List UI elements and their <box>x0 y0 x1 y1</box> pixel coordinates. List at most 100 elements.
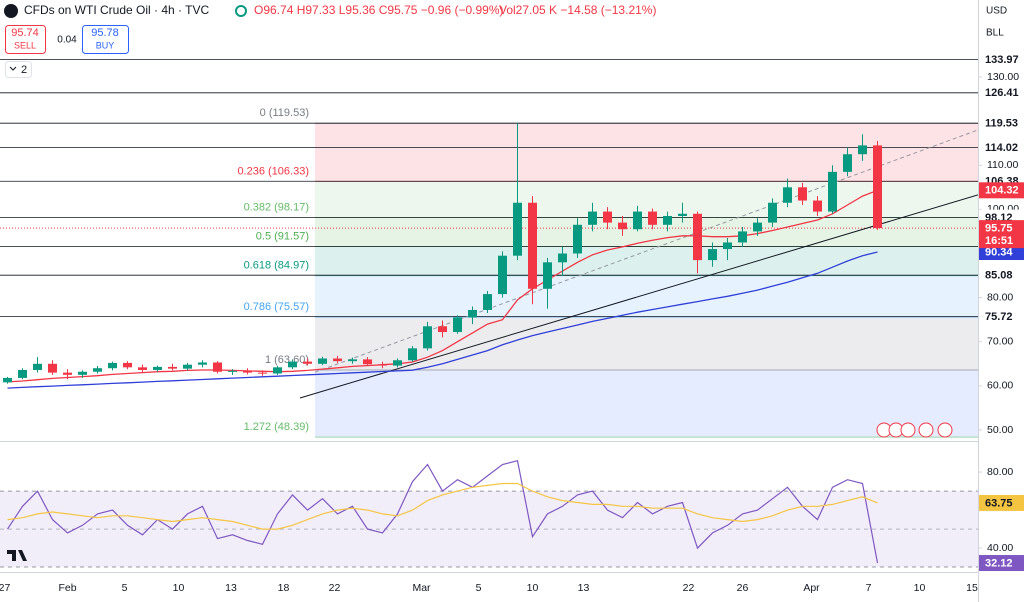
rsi-label: 32.12 <box>985 557 1013 569</box>
event-icon[interactable] <box>918 422 934 438</box>
rsi-label-box <box>979 494 1024 511</box>
candle-body <box>438 326 447 333</box>
price-pane: 0 (119.53) 0.236 (106.33) 0.382 (98.17) 0.5… <box>0 59 978 438</box>
candle-body <box>168 366 177 369</box>
price-label-box <box>979 84 1024 101</box>
x-tick-label: 5 <box>476 582 482 594</box>
buy-price: 95.78 <box>91 27 119 39</box>
moving-average <box>7 189 878 383</box>
candle-body <box>408 348 417 361</box>
x-tick-label: 10 <box>914 582 926 594</box>
price-label: 133.97 <box>985 54 1019 66</box>
price-label-box <box>979 51 1024 68</box>
candle-body <box>198 362 207 365</box>
candle-body <box>33 363 42 370</box>
event-icon[interactable] <box>900 422 916 438</box>
candle-body <box>348 359 357 362</box>
x-tick-label: 13 <box>225 582 237 594</box>
candle-body <box>273 367 282 374</box>
candle-body <box>123 362 132 368</box>
candle-body <box>783 187 792 203</box>
ohlc: O96.74 H97.33 L95.36 C95.75 −0.96 (−0.99… <box>254 3 504 17</box>
x-tick-label: 27 <box>0 582 10 594</box>
moving-average <box>7 251 878 389</box>
candle-body <box>258 372 267 374</box>
symbol-title: CFDs on WTI Crude Oil · 4h · TVC <box>24 3 209 17</box>
candle-body <box>393 360 402 366</box>
x-tick-label: Apr <box>803 582 820 594</box>
x-tick-label: 22 <box>683 582 695 594</box>
price-label-box <box>979 267 1024 284</box>
candle-body <box>18 369 27 378</box>
price-label-box <box>979 182 1024 199</box>
fib-zone <box>315 181 978 218</box>
candle-body <box>708 249 717 261</box>
spread: 0.04 <box>57 35 77 46</box>
price-label-box <box>979 308 1024 325</box>
candle-body <box>78 371 87 375</box>
rsi-label-box <box>979 555 1024 572</box>
indicators-count: 2 <box>21 64 27 76</box>
candle-body <box>558 253 567 263</box>
buy-label: BUY <box>96 40 115 50</box>
candle-body <box>543 262 552 289</box>
candle-body <box>423 326 432 349</box>
indicators-toggle[interactable] <box>5 61 32 78</box>
candle-body <box>48 363 57 373</box>
candle-body <box>3 377 12 383</box>
candle-body <box>228 370 237 372</box>
unit[interactable]: BLL <box>986 28 1004 39</box>
countdown: 16:51 <box>985 235 1013 247</box>
fib-label: 0.236 (106.33) <box>237 165 309 177</box>
candle-body <box>798 187 807 201</box>
candle-body <box>363 359 372 365</box>
sell-button[interactable] <box>5 25 46 54</box>
price-label: 104.32 <box>985 185 1019 197</box>
rsi-line <box>6 459 879 564</box>
x-tick-label: 22 <box>329 582 341 594</box>
y-tick-label: 50.00 <box>987 424 1013 436</box>
candle-body <box>528 202 537 289</box>
x-tick-label: 18 <box>278 582 290 594</box>
y-tick-label: 130.00 <box>987 71 1019 83</box>
candle-body <box>153 366 162 370</box>
candle-body <box>288 361 297 368</box>
y-tick-label: 60.00 <box>987 380 1013 392</box>
fib-label: 0.786 (75.57) <box>244 301 309 313</box>
candle-body <box>843 154 852 172</box>
candle-body <box>633 211 642 230</box>
visibility-icon[interactable] <box>235 5 247 17</box>
candle-body <box>483 294 492 310</box>
candle-body <box>318 358 327 364</box>
candle-body <box>738 231 747 243</box>
fib-label: 0.382 (98.17) <box>244 201 309 213</box>
price-label: 119.53 <box>985 118 1018 130</box>
candle-body <box>873 145 882 229</box>
candle-body <box>768 202 777 223</box>
tv-logo <box>7 550 27 561</box>
x-tick-label: 7 <box>866 582 872 594</box>
rsi-pane <box>0 459 978 568</box>
x-tick-label: 5 <box>122 582 128 594</box>
rsi-line <box>7 482 878 530</box>
candle-body <box>453 317 462 333</box>
y-tick-label: 40.00 <box>987 542 1013 554</box>
x-tick-label: 13 <box>578 582 590 594</box>
x-tick-label: 26 <box>737 582 749 594</box>
x-tick-label: Feb <box>58 582 76 594</box>
event-icon[interactable] <box>937 422 953 438</box>
fib-label: 0.618 (84.97) <box>244 260 309 272</box>
buy-button[interactable] <box>82 25 129 54</box>
event-icons <box>876 422 953 438</box>
last-price-box <box>979 220 1024 249</box>
sell-price: 95.74 <box>11 27 39 39</box>
y-tick-label: 110.00 <box>987 159 1018 171</box>
candle-body <box>813 200 822 212</box>
y-tick-label: 70.00 <box>987 336 1013 348</box>
y-tick-label: 80.00 <box>987 466 1013 478</box>
currency[interactable]: USD <box>986 6 1007 17</box>
volume: Vol27.05 K −14.58 (−13.21%) <box>499 3 656 17</box>
candle-body <box>513 202 522 256</box>
price-label-box <box>979 115 1024 132</box>
candle-body <box>93 368 102 372</box>
